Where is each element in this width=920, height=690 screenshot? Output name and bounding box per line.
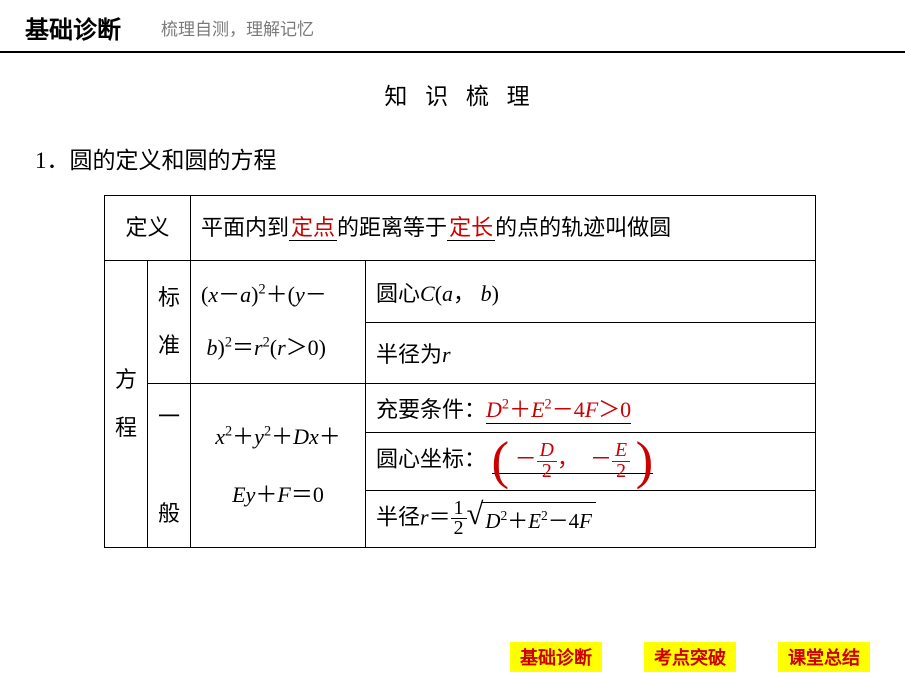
standard-radius: 半径为r [366,322,816,383]
char: 标 [158,285,180,310]
standard-center: 圆心C(a， b) [366,261,816,322]
general-label: 一般 [148,383,191,547]
circle-definition-table: 定义 平面内到定点的距离等于定长的点的轨迹叫做圆 方程 标准 (x－a)2＋(y… [104,195,816,548]
def-label: 定义 [104,196,190,261]
definition-cell: 平面内到定点的距离等于定长的点的轨迹叫做圆 [191,196,816,261]
general-radius: 半径r＝12√D2＋E2－4F [366,490,816,548]
char: 程 [115,415,137,440]
condition-blank: D2＋E2－4F＞0 [486,397,631,424]
standard-formula: (x－a)2＋(y－ b)2＝r2(r＞0) [191,261,366,384]
char: 般 [158,501,180,526]
nav-summary-button[interactable]: 课堂总结 [778,642,870,672]
nav-basic-button[interactable]: 基础诊断 [510,642,602,672]
general-center: 圆心坐标： ( －D2， －E2 ) [366,432,816,490]
char: 方 [115,367,137,392]
general-formula: x2＋y2＋Dx＋ Ey＋F＝0 [191,383,366,547]
def-text: 平面内到 [201,215,289,240]
header-subtitle: 梳理自测，理解记忆 [161,15,314,40]
section-title: 知 识 梳 理 [0,77,920,111]
question-heading: 1．圆的定义和圆的方程 [35,141,920,175]
standard-label: 标准 [148,261,191,384]
char: 一 [158,404,180,429]
def-text: 的点的轨迹叫做圆 [495,215,671,240]
equation-label: 方程 [104,261,147,548]
char: 准 [158,333,180,358]
header-title: 基础诊断 [25,10,121,45]
page-header: 基础诊断 梳理自测，理解记忆 [0,0,905,53]
footer-nav: 基础诊断 考点突破 课堂总结 [510,642,870,672]
nav-keypoint-button[interactable]: 考点突破 [644,642,736,672]
general-condition: 充要条件：D2＋E2－4F＞0 [366,383,816,432]
def-blank-fixed-point: 定点 [289,215,337,241]
def-text: 的距离等于 [337,215,447,240]
def-blank-fixed-length: 定长 [447,215,495,241]
center-blank: ( －D2， －E2 ) [492,446,654,474]
